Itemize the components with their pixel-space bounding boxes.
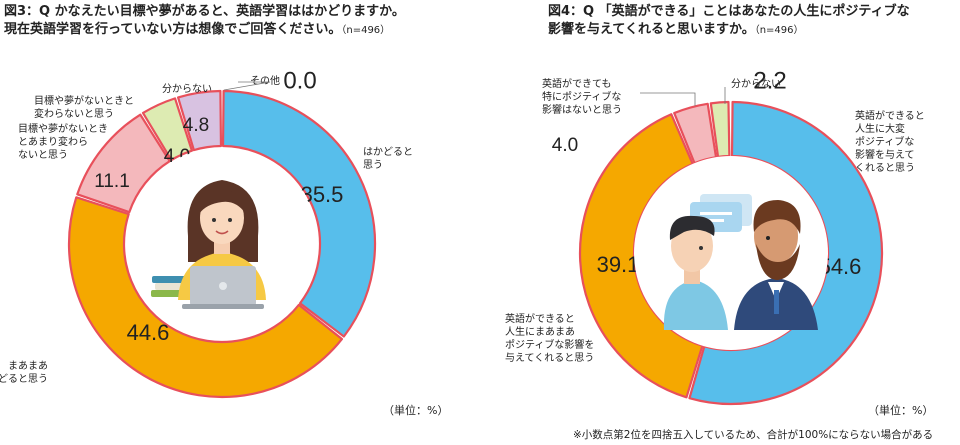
two-men-talking-illustration xyxy=(634,156,828,350)
student-with-laptop-illustration xyxy=(126,148,318,340)
chart3-donut: 35.5はかどると思う44.6まあまあはかどると思う11.1目標や夢がないときと… xyxy=(0,67,413,399)
chart4-title: 図4：Q 「英語ができる」ことはあなたの人生にポジティブな 影響を与えてくれると思… xyxy=(548,4,910,37)
chart3-value-label-4: 4.8 xyxy=(183,115,209,136)
chart4-leader-line-2 xyxy=(640,92,696,106)
chart3-category-label-1: まあまあはかどると思う xyxy=(0,360,48,385)
chart4-value-label-2: 4.0 xyxy=(552,135,578,156)
chart3-slice-0 xyxy=(221,89,377,338)
chart4-donut: 54.6英語ができると人生に大変ポジティブな影響を与えてくれると思う39.1英語… xyxy=(505,67,925,406)
chart3-category-label-4: 分からない xyxy=(162,83,212,95)
chart3-slice-1 xyxy=(67,196,344,399)
chart4-category-label-2: 英語ができても特にポジティブな影響はないと思う xyxy=(542,77,622,116)
chart3-value-label-1: 44.6 xyxy=(127,320,170,345)
chart4-category-label-1: 英語ができると人生にまあまあポジティブな影響を与えてくれると思う xyxy=(505,312,594,364)
footnote: ※小数点第2位を四捨五入しているため、合計が100%にならない場合がある xyxy=(573,429,934,441)
chart4-category-label-0: 英語ができると人生に大変ポジティブな影響を与えてくれると思う xyxy=(855,109,925,174)
chart3-category-label-0: はかどると思う xyxy=(363,146,413,171)
chart3-value-label-5: 0.0 xyxy=(283,67,316,94)
chart4-category-label-3: 分からない xyxy=(731,78,781,90)
chart3-unit-label: （単位：%） xyxy=(383,404,449,417)
chart3-slice-3 xyxy=(141,97,194,162)
chart3-value-label-2: 11.1 xyxy=(94,171,130,192)
chart3-leader-line-5 xyxy=(223,81,271,91)
chart4-value-label-1: 39.1 xyxy=(597,252,640,277)
chart4-unit-label: （単位：%） xyxy=(868,404,934,417)
chart3-category-label-2: 目標や夢がないときとあまり変わらないと思う xyxy=(18,122,108,161)
chart4-value-label-3: 2.2 xyxy=(753,67,786,94)
chart3-title: 図3：Q かなえたい目標や夢があると、英語学習ははかどりますか。 現在英語学習を行… xyxy=(4,4,405,37)
chart3-slice-2 xyxy=(76,113,171,214)
chart3-category-label-5: その他 xyxy=(250,74,280,87)
chart3-slice-4 xyxy=(176,89,223,152)
chart3-category-label-3: 目標や夢がないときと変わらないと思う xyxy=(34,94,134,120)
